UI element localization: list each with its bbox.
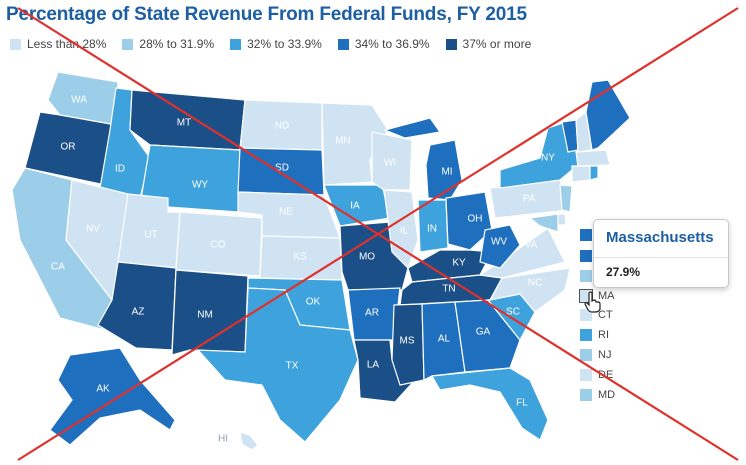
state-label-WY: WY bbox=[192, 180, 208, 191]
ne-row-md[interactable]: MD bbox=[580, 388, 640, 402]
state-label-AZ: AZ bbox=[132, 307, 145, 318]
state-label-WI: WI bbox=[384, 158, 396, 169]
tooltip-value: 27.9% bbox=[606, 265, 641, 279]
state-label-KY: KY bbox=[452, 258, 466, 269]
tooltip-state-name: Massachusetts bbox=[606, 229, 714, 246]
state-label-LA: LA bbox=[367, 360, 380, 371]
state-NJ[interactable] bbox=[559, 184, 573, 213]
state-label-PA: PA bbox=[523, 194, 536, 205]
state-label-IL: IL bbox=[400, 226, 409, 237]
state-label-AL: AL bbox=[438, 334, 451, 345]
state-label-WA: WA bbox=[71, 95, 87, 106]
state-label-CA: CA bbox=[51, 262, 65, 273]
state-DE[interactable] bbox=[557, 213, 567, 226]
state-label-NE: NE bbox=[279, 207, 293, 218]
state-label-NC: NC bbox=[528, 278, 542, 289]
ne-swatch bbox=[580, 369, 592, 381]
state-label-AR: AR bbox=[365, 308, 379, 319]
ne-swatch bbox=[580, 329, 592, 341]
ne-swatch bbox=[580, 270, 592, 282]
state-label-AK: AK bbox=[96, 384, 110, 395]
state-AK[interactable] bbox=[49, 347, 176, 446]
state-ME[interactable] bbox=[585, 79, 631, 151]
state-MA[interactable] bbox=[575, 149, 611, 167]
state-label-SC: SC bbox=[506, 307, 520, 318]
state-label-MO: MO bbox=[359, 252, 375, 263]
state-label-NM: NM bbox=[197, 310, 213, 321]
tooltip-divider bbox=[594, 257, 728, 258]
ne-label: NJ bbox=[598, 349, 612, 361]
state-label-HI: HI bbox=[218, 434, 228, 445]
state-label-TN: TN bbox=[442, 284, 455, 295]
state-label-NY: NY bbox=[541, 153, 555, 164]
hand-cursor-icon bbox=[584, 291, 601, 313]
ne-label: DE bbox=[598, 369, 614, 381]
state-MD[interactable] bbox=[528, 213, 559, 233]
ne-label: RI bbox=[598, 329, 609, 341]
ne-label: MD bbox=[598, 389, 616, 401]
state-label-OH: OH bbox=[468, 214, 483, 225]
state-label-FL: FL bbox=[516, 398, 528, 409]
state-label-NV: NV bbox=[86, 224, 100, 235]
legend-swatch bbox=[10, 38, 21, 50]
state-label-VA: VA bbox=[525, 240, 538, 251]
ne-swatch bbox=[580, 250, 592, 262]
state-label-UT: UT bbox=[144, 230, 157, 241]
state-label-KS: KS bbox=[293, 252, 307, 263]
state-label-MT: MT bbox=[177, 118, 191, 129]
state-label-IN: IN bbox=[427, 224, 437, 235]
state-label-GA: GA bbox=[476, 327, 491, 338]
state-label-ND: ND bbox=[275, 121, 289, 132]
state-label-MN: MN bbox=[335, 136, 351, 147]
state-label-TX: TX bbox=[286, 361, 299, 372]
state-label-MS: MS bbox=[400, 336, 415, 347]
ne-row-ri[interactable]: RI bbox=[580, 328, 640, 342]
state-label-WV: WV bbox=[491, 237, 507, 248]
ne-row-nj[interactable]: NJ bbox=[580, 348, 640, 362]
state-label-OK: OK bbox=[306, 297, 321, 308]
ne-swatch bbox=[580, 229, 592, 241]
state-FL[interactable] bbox=[431, 367, 549, 441]
state-label-MI: MI bbox=[441, 167, 452, 178]
state-RI[interactable] bbox=[589, 165, 599, 181]
state-CT[interactable] bbox=[571, 165, 591, 183]
state-label-ID: ID bbox=[115, 164, 125, 175]
ne-swatch bbox=[580, 389, 592, 401]
ne-row-de[interactable]: DE bbox=[580, 368, 640, 382]
state-label-SD: SD bbox=[275, 163, 289, 174]
ne-swatch bbox=[580, 349, 592, 361]
state-label-OR: OR bbox=[61, 142, 76, 153]
state-label-CO: CO bbox=[211, 240, 226, 251]
state-HI[interactable] bbox=[239, 431, 259, 451]
state-label-IA: IA bbox=[350, 201, 360, 212]
state-tooltip: Massachusetts 27.9% bbox=[593, 219, 729, 288]
